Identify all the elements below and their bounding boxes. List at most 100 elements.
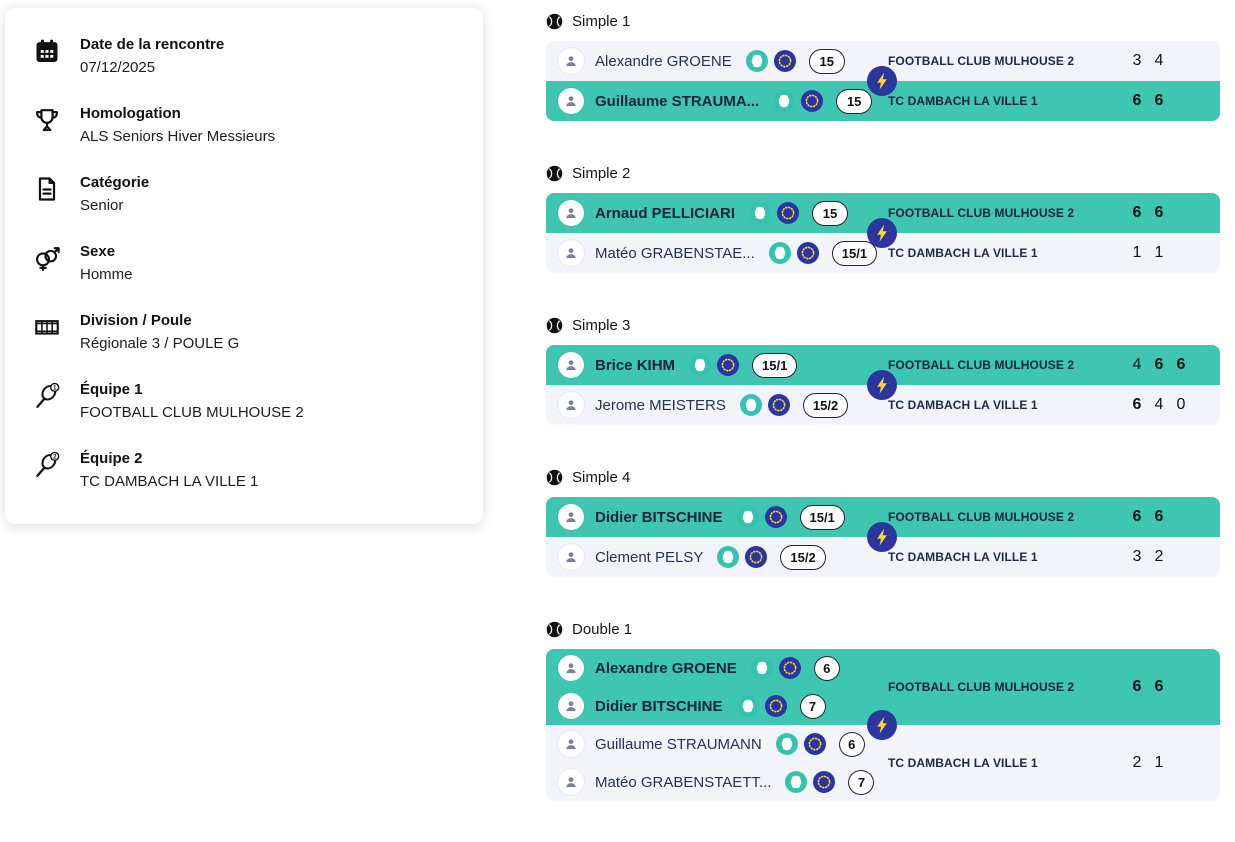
info-item: Catégorie Senior: [31, 172, 457, 218]
racket-2-icon: 2: [31, 448, 63, 494]
eu-flag-badge-icon: [717, 354, 740, 376]
division-icon: [31, 310, 63, 356]
set-score: 0: [1176, 396, 1186, 413]
info-label: Homologation: [80, 105, 181, 122]
eu-flag-badge-icon: [801, 90, 824, 112]
player-line: Didier BITSCHINE 7: [558, 687, 888, 725]
set-score: 3: [1132, 548, 1142, 565]
players-cell: Clement PELSY 15/2: [546, 537, 888, 577]
set-score: 6: [1132, 678, 1142, 695]
eu-flag-badge-icon: [773, 50, 796, 72]
set-score: 1: [1154, 754, 1164, 771]
set-score: 1: [1154, 244, 1164, 261]
tennis-ball-icon: [546, 165, 563, 182]
info-text: Sexe Homme: [80, 241, 133, 287]
player-avatar-icon: [558, 88, 584, 114]
info-card-list: Date de la rencontre 07/12/2025 Homologati…: [31, 34, 457, 494]
set-score: 6: [1154, 92, 1164, 109]
team-name: TC DAMBACH LA VILLE 1: [888, 246, 1038, 260]
player-line: Clement PELSY 15/2: [558, 538, 888, 576]
player-name: Clement PELSY: [595, 548, 704, 566]
set-score: 4: [1132, 356, 1142, 373]
rating-pill: 15/1: [831, 240, 878, 266]
player-avatar-icon: [558, 693, 584, 719]
match-header: Simple 3: [546, 314, 1220, 336]
info-value: ALS Seniors Hiver Messieurs: [80, 128, 276, 145]
players-cell: Alexandre GROENE 15: [546, 41, 888, 81]
set-score: 4: [1154, 52, 1164, 69]
tennis-ball-badge-icon: [768, 242, 791, 264]
info-text: Catégorie Senior: [80, 172, 149, 218]
lightning-icon: [867, 522, 897, 552]
eu-flag-badge-icon: [764, 695, 787, 717]
eu-flag-badge-icon: [745, 546, 768, 568]
info-value: 07/12/2025: [80, 59, 156, 76]
rating-pill: 15/2: [802, 392, 849, 418]
player-line: Matéo GRABENSTAETT... 7: [558, 763, 888, 801]
player-avatar-icon: [558, 769, 584, 795]
info-item: 2 Équipe 2 TC DAMBACH LA VILLE 1: [31, 448, 457, 494]
info-item: Division / Poule Régionale 3 / POULE G: [31, 310, 457, 356]
player-name: Didier BITSCHINE: [595, 508, 723, 526]
player-name: Didier BITSCHINE: [595, 697, 723, 715]
match-panel: Arnaud PELLICIARI 15 FOOTBALL CLUB MULHOUS…: [546, 193, 1220, 273]
eu-flag-badge-icon: [813, 771, 836, 793]
match-panel: Alexandre GROENE 6 Didier BITSCHINE 7 FOOTBA…: [546, 649, 1220, 801]
player-name: Guillaume STRAUMA...: [595, 92, 760, 110]
set-score: 1: [1132, 244, 1142, 261]
racket-1-icon: 1: [31, 379, 63, 425]
tennis-ball-badge-icon: [785, 771, 808, 793]
tennis-ball-badge-icon: [775, 733, 798, 755]
player-line: Guillaume STRAUMANN 6: [558, 725, 888, 763]
eu-flag-badge-icon: [796, 242, 819, 264]
rating-pill: 7: [848, 769, 875, 795]
match-title: Simple 1: [572, 12, 631, 30]
info-label: Équipe 1: [80, 381, 143, 398]
svg-text:2: 2: [53, 454, 57, 461]
match-panel: Alexandre GROENE 15 FOOTBALL CLUB MULHOUSE…: [546, 41, 1220, 121]
player-name: Jerome MEISTERS: [595, 396, 726, 414]
player-line: Arnaud PELLICIARI 15: [558, 194, 888, 232]
gender-icon: [31, 241, 63, 287]
players-cell: Alexandre GROENE 6 Didier BITSCHINE 7: [546, 649, 888, 725]
player-line: Brice KIHM 15/1: [558, 346, 888, 384]
team-row[interactable]: Alexandre GROENE 6 Didier BITSCHINE 7 FOOTBA…: [546, 649, 1220, 725]
tennis-ball-badge-icon: [689, 354, 712, 376]
team-name: TC DAMBACH LA VILLE 1: [888, 756, 1038, 770]
info-value: Senior: [80, 197, 124, 214]
match-section: Double 1 Alexandre GROENE 6 Didier BITSCHIN…: [546, 618, 1220, 801]
lightning-icon: [867, 66, 897, 96]
match-section: Simple 2 Arnaud PELLICIARI 15 FOOTBALL CLUB…: [546, 162, 1220, 273]
team-name: TC DAMBACH LA VILLE 1: [888, 550, 1038, 564]
info-text: Date de la rencontre 07/12/2025: [80, 34, 224, 80]
info-text: Équipe 1 FOOTBALL CLUB MULHOUSE 2: [80, 379, 304, 425]
category-icon: [31, 172, 63, 218]
info-label: Division / Poule: [80, 312, 192, 329]
player-avatar-icon: [558, 352, 584, 378]
info-value: TC DAMBACH LA VILLE 1: [80, 473, 259, 490]
info-item: Homologation ALS Seniors Hiver Messieurs: [31, 103, 457, 149]
tennis-ball-icon: [546, 13, 563, 30]
player-avatar-icon: [558, 392, 584, 418]
match-title: Simple 3: [572, 316, 631, 334]
player-name: Guillaume STRAUMANN: [595, 735, 762, 753]
set-score: 6: [1154, 508, 1164, 525]
player-avatar-icon: [558, 731, 584, 757]
tennis-ball-badge-icon: [717, 546, 740, 568]
players-cell: Arnaud PELLICIARI 15: [546, 193, 888, 233]
set-score: 6: [1132, 396, 1142, 413]
team-name: FOOTBALL CLUB MULHOUSE 2: [888, 680, 1075, 694]
set-score: 6: [1154, 356, 1164, 373]
player-line: Guillaume STRAUMA... 15: [558, 82, 888, 120]
team-row[interactable]: Didier BITSCHINE 15/1 FOOTBALL CLUB MULHOU…: [546, 497, 1220, 537]
player-avatar-icon: [558, 48, 584, 74]
player-line: Didier BITSCHINE 15/1: [558, 498, 888, 536]
match-section: Simple 1 Alexandre GROENE 15 FOOTBALL CLUB …: [546, 10, 1220, 121]
match-title: Simple 4: [572, 468, 631, 486]
